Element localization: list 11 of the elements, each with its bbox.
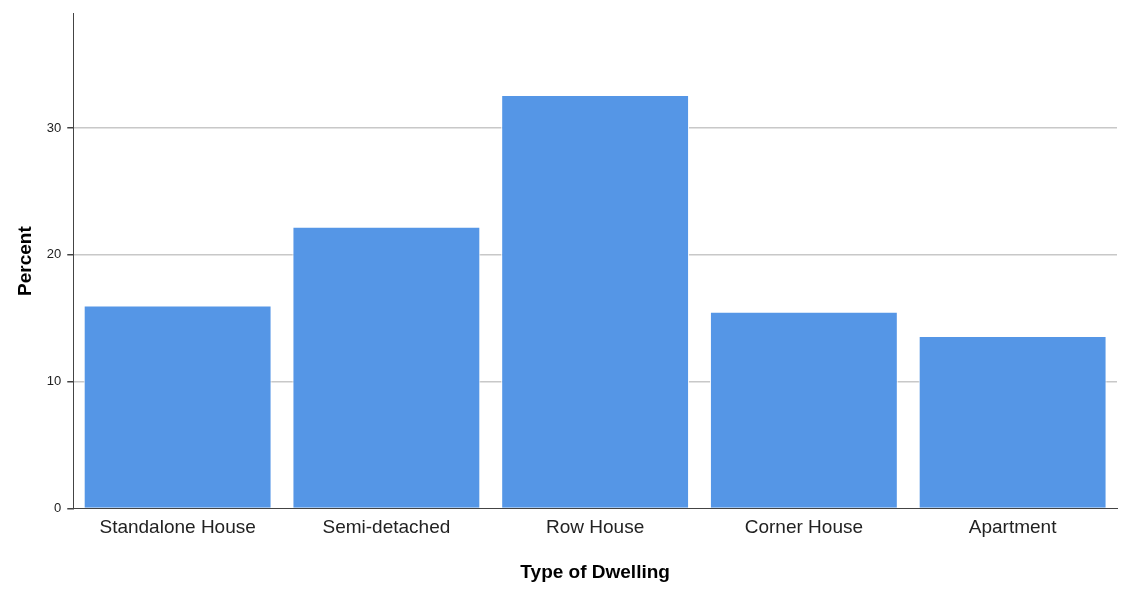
x-tick-label: Corner House [744, 516, 864, 538]
y-tick-label: 10 [46, 373, 62, 389]
y-tick-label: 20 [46, 246, 62, 262]
x-axis-title: Type of Dwelling [520, 560, 670, 582]
x-tick-label: Row House [546, 516, 645, 538]
x-tick-label: Apartment [968, 516, 1058, 538]
y-tick-label: 30 [46, 119, 62, 135]
x-tick-label: Standalone House [99, 516, 256, 538]
y-axis-title: Percent [13, 225, 35, 296]
x-tick-label: Semi-detached [322, 516, 451, 538]
y-tick-label: 0 [54, 499, 62, 515]
